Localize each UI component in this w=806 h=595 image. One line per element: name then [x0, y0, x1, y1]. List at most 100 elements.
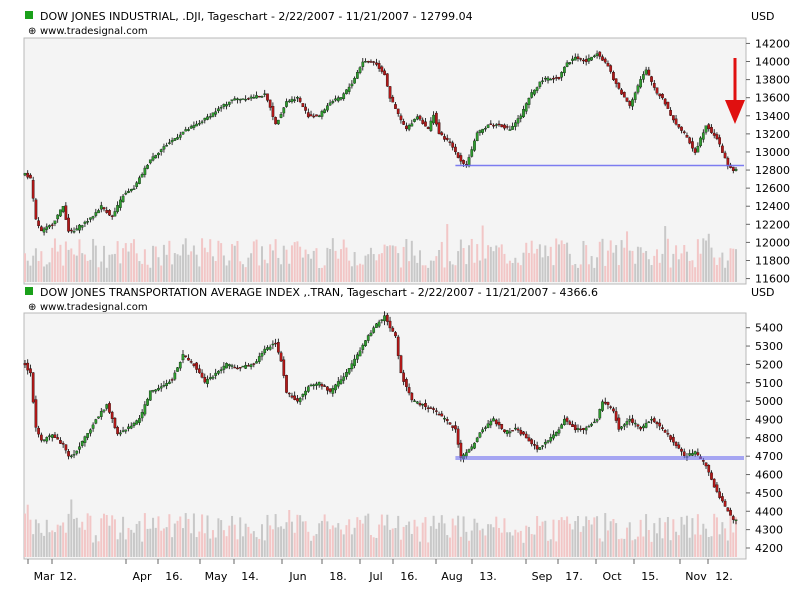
volume-bar — [647, 259, 650, 282]
candle-body — [298, 398, 302, 403]
candle-body — [271, 343, 275, 346]
volume-bar — [201, 238, 204, 282]
candle-body — [399, 115, 403, 121]
volume-bar — [152, 517, 155, 557]
volume-bar — [470, 530, 473, 557]
candle-body — [513, 122, 517, 127]
candle-body — [658, 422, 662, 427]
volume-bar — [228, 260, 231, 282]
volume-bar — [244, 267, 247, 282]
x-tick-label: Aug — [441, 570, 462, 583]
volume-bar — [201, 514, 204, 557]
candle-body — [704, 125, 708, 133]
candle-body — [244, 365, 248, 369]
candle-body — [405, 379, 408, 387]
candle-body — [274, 117, 277, 125]
candle-body — [355, 354, 359, 360]
dji-title: DOW JONES INDUSTRIAL, .DJI, Tageschart -… — [40, 10, 473, 23]
candle-body — [383, 315, 386, 322]
candle-body — [568, 421, 572, 425]
volume-bar — [160, 530, 163, 557]
volume-bar — [713, 513, 716, 557]
candle-body — [639, 79, 643, 88]
candle-body — [587, 58, 591, 62]
candle-body — [410, 392, 414, 401]
candle-body — [296, 97, 299, 99]
candle-body — [557, 76, 561, 79]
candle-body — [31, 372, 35, 403]
candle-body — [489, 420, 493, 426]
candle-body — [102, 207, 106, 210]
volume-bar — [465, 264, 468, 282]
volume-bar — [587, 519, 590, 557]
candle-body — [176, 137, 179, 140]
candle-body — [516, 118, 520, 124]
candle-body — [633, 422, 637, 425]
candle-body — [306, 112, 310, 118]
volume-bar — [533, 253, 536, 282]
volume-bar — [296, 241, 299, 282]
candle-body — [315, 114, 318, 117]
volume-bar — [198, 266, 201, 282]
volume-bar — [187, 518, 190, 557]
volume-bar — [222, 530, 225, 557]
volume-bar — [135, 523, 138, 557]
volume-bar — [408, 521, 411, 557]
volume-bar — [83, 254, 86, 282]
candle-body — [688, 453, 692, 456]
volume-bar — [56, 251, 59, 282]
candle-body — [484, 427, 487, 429]
candle-body — [579, 428, 583, 431]
candle-body — [99, 411, 103, 417]
volume-bar — [598, 241, 601, 282]
candle-body — [601, 56, 604, 61]
candle-body — [513, 427, 517, 430]
candle-body — [181, 131, 185, 135]
candle-body — [236, 98, 239, 101]
volume-bar — [261, 246, 263, 282]
candle-body — [666, 433, 670, 435]
volume-bar — [459, 536, 462, 557]
candle-body — [606, 402, 610, 405]
candle-body — [154, 155, 158, 159]
candle-body — [369, 332, 373, 336]
volume-bar — [735, 517, 737, 557]
volume-bar — [519, 530, 522, 557]
volume-bar — [544, 520, 547, 557]
candle-body — [247, 98, 250, 100]
volume-bar — [48, 262, 51, 282]
volume-bar — [688, 537, 691, 557]
volume-bar — [661, 253, 664, 282]
volume-bar — [647, 530, 650, 557]
candle-body — [434, 112, 438, 125]
volume-bar — [582, 526, 585, 557]
dji-panel: DOW JONES INDUSTRIAL, .DJI, Tageschart -… — [23, 10, 790, 286]
candle-body — [622, 424, 626, 427]
candle-body — [206, 379, 209, 384]
candle-body — [317, 381, 321, 386]
candle-body — [639, 427, 643, 430]
y-tick-label: 4300 — [755, 524, 783, 537]
candle-body — [222, 104, 226, 107]
candle-body — [165, 145, 169, 147]
candle-body — [154, 389, 158, 392]
volume-bar — [438, 522, 441, 557]
candle-body — [222, 365, 226, 370]
candle-body — [72, 454, 76, 456]
candle-body — [157, 152, 160, 156]
candle-body — [710, 472, 713, 480]
candle-body — [546, 77, 550, 81]
candle-body — [729, 509, 732, 516]
volume-bar — [48, 532, 51, 557]
candle-body — [89, 217, 92, 220]
volume-bar — [511, 535, 514, 557]
candle-body — [437, 413, 441, 416]
candle-body — [475, 437, 479, 443]
candle-body — [312, 384, 316, 387]
volume-bar — [141, 541, 144, 557]
candle-body — [721, 145, 724, 153]
candle-body — [59, 440, 62, 444]
candle-body — [418, 403, 422, 406]
candle-body — [710, 127, 713, 133]
candle-body — [565, 417, 569, 422]
